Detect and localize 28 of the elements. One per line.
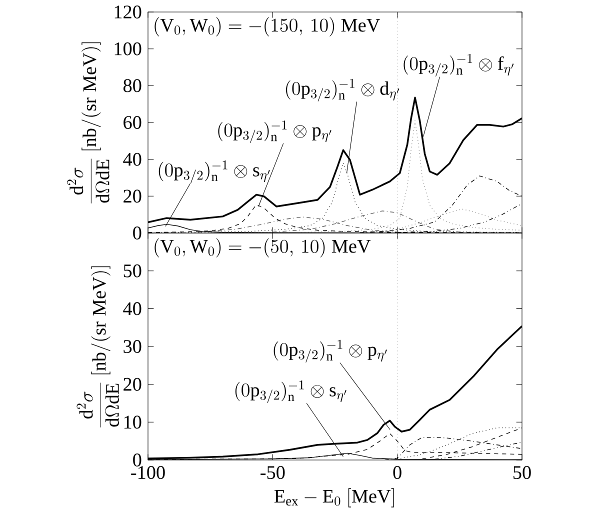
y-axis-title: $\frac{\mathrm{d}^2\sigma}{\mathrm{d}\Omega\mathrm{d}\mathrm{E}}\ [\mathrm{nb/(sr\;MeV)}]$ bbox=[67, 42, 110, 204]
y-tick-label: 100 bbox=[114, 42, 142, 56]
y-tick-label: 10 bbox=[124, 416, 142, 429]
y-tick-label: 20 bbox=[124, 190, 142, 203]
y-tick-label: 30 bbox=[124, 340, 142, 353]
annotation: $(0\mathrm{p}_{3/2})_{\mathrm{n}}^{-1}\otimes\mathrm{s}_{\eta'}$ bbox=[235, 380, 346, 403]
y-tick-label: 60 bbox=[124, 116, 142, 129]
text: $(\mathrm{V}_0,\mathrm{W}_0)=-(150,\,10)\ \mathrm{MeV}$ bbox=[154, 17, 380, 36]
y-tick-label: 120 bbox=[114, 6, 142, 18]
y-tick-label: 0 bbox=[133, 454, 142, 466]
x-tick-label: -50 bbox=[260, 466, 285, 479]
x-tick-label: -100 bbox=[131, 466, 165, 479]
x-axis-title: $\mathrm{E}_{\mathrm{ex}}-\mathrm{E}_0\ [\mathrm{MeV}]$ bbox=[274, 488, 394, 508]
y-tick-label: 20 bbox=[124, 378, 142, 391]
y-tick-label: 40 bbox=[123, 152, 142, 166]
annotation: $(0\mathrm{p}_{3/2})_{\mathrm{n}}^{-1}\otimes\mathrm{d}_{\eta'}$ bbox=[286, 78, 400, 102]
y-tick-label: 0 bbox=[133, 226, 142, 240]
annotation: $(0\mathrm{p}_{3/2})_{\mathrm{n}}^{-1}\otimes\mathrm{s}_{\eta'}$ bbox=[158, 160, 270, 184]
y-axis-title: $\frac{\mathrm{d}^2\sigma}{\mathrm{d}\Omega\mathrm{d}\mathrm{E}}\ [\mathrm{nb/(sr\;MeV)}]$ bbox=[76, 266, 119, 428]
x-tick-label: 50 bbox=[514, 466, 531, 479]
text: $(\mathrm{V}_0,\mathrm{W}_0)=-(50,\,10)\ \mathrm{MeV}$ bbox=[154, 238, 371, 258]
annotation: $(0\mathrm{p}_{3/2})_{\mathrm{n}}^{-1}\otimes\mathrm{p}_{\eta'}$ bbox=[218, 120, 332, 144]
annotation: $(0\mathrm{p}_{3/2})_{\mathrm{n}}^{-1}\otimes\mathrm{p}_{\eta'}$ bbox=[274, 340, 387, 363]
x-tick-label: 0 bbox=[393, 466, 402, 479]
y-tick-label: 80 bbox=[123, 79, 142, 92]
y-tick-label: 40 bbox=[123, 302, 142, 316]
annotation: $(0\mathrm{p}_{3/2})_{\mathrm{n}}^{-1}\otimes\mathrm{f}_{\eta'}$ bbox=[404, 54, 514, 77]
y-tick-label: 50 bbox=[124, 264, 142, 278]
